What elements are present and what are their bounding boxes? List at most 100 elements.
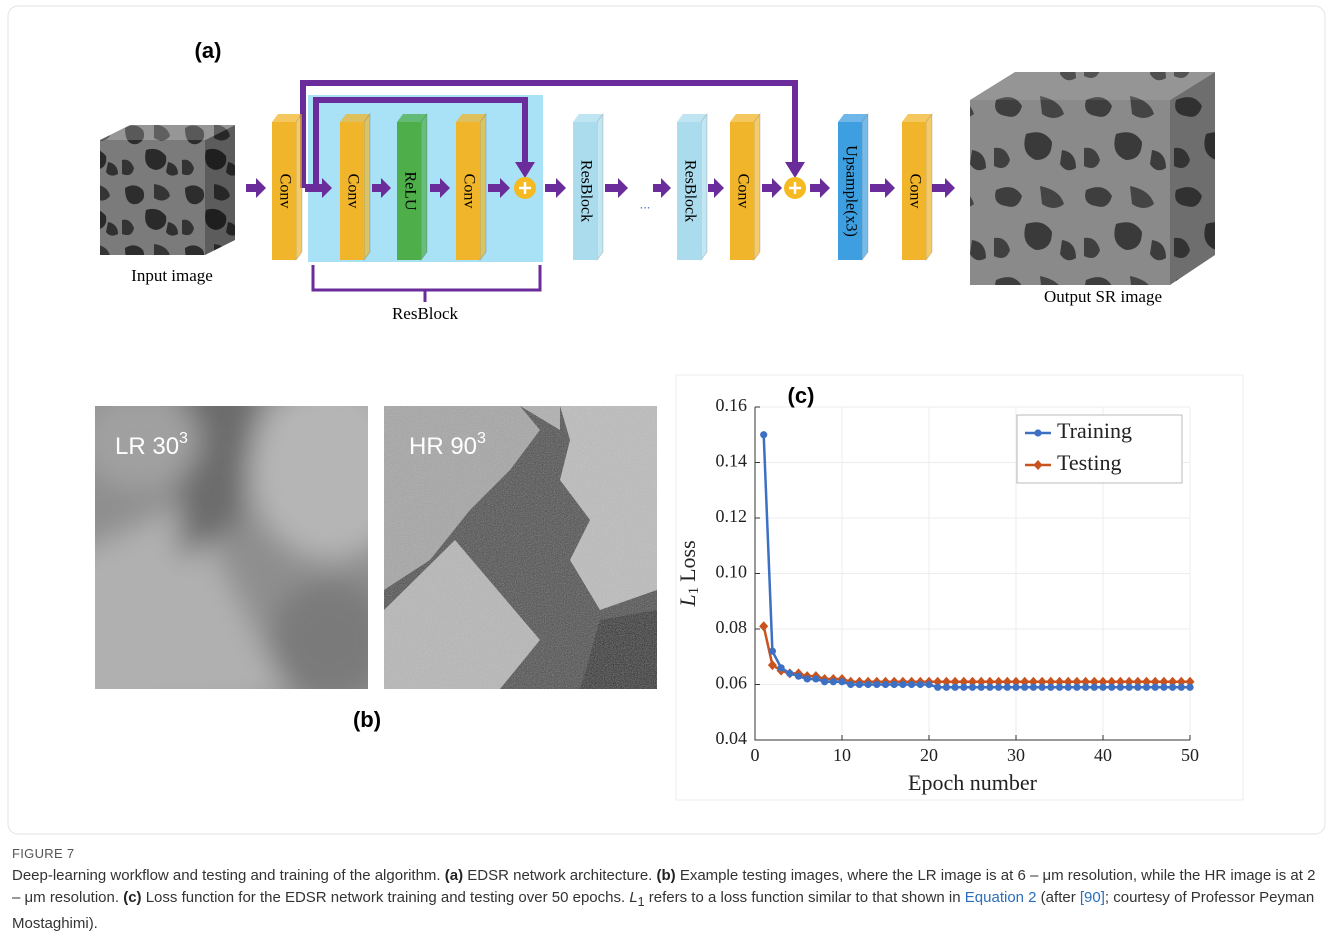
block-side — [754, 114, 760, 260]
arrow-head — [785, 162, 805, 178]
marker — [1152, 684, 1159, 691]
y-axis-subscript: 1 — [686, 587, 702, 595]
x-tick-label: 0 — [751, 745, 760, 765]
marker — [943, 684, 950, 691]
marker — [899, 681, 906, 688]
y-tick-label: 0.04 — [716, 728, 748, 748]
marker — [952, 684, 959, 691]
hr-label-sup: 3 — [477, 430, 486, 447]
arrow — [870, 178, 895, 198]
chart-title: (c) — [788, 383, 815, 408]
arrow — [545, 178, 566, 198]
block-label: Conv — [344, 174, 361, 209]
block-side — [597, 114, 603, 260]
arrow — [810, 178, 830, 198]
marker — [812, 675, 819, 682]
arrow — [246, 178, 266, 198]
y-axis-title: L1 Loss — [675, 540, 702, 607]
x-tick-label: 10 — [833, 745, 851, 765]
marker — [1047, 684, 1054, 691]
block-side — [296, 114, 302, 260]
marker — [1126, 684, 1133, 691]
marker — [769, 648, 776, 655]
marker — [778, 664, 785, 671]
marker — [960, 684, 967, 691]
marker — [986, 684, 993, 691]
bracket-label: ResBlock — [392, 304, 459, 323]
bracket — [313, 265, 540, 302]
marker — [1186, 684, 1193, 691]
arrow — [653, 178, 671, 198]
marker — [978, 684, 985, 691]
caption-label: FIGURE 7 — [12, 846, 1324, 861]
caption-link[interactable]: Equation 2 — [965, 889, 1037, 906]
block-label: ResBlock — [681, 160, 698, 222]
caption-part: (c) — [123, 889, 141, 906]
lr-label: LR 303 — [115, 430, 188, 460]
caption-part: Deep-learning workflow and testing and t… — [12, 867, 445, 884]
marker — [1134, 684, 1141, 691]
marker — [1073, 684, 1080, 691]
arrow — [932, 178, 955, 198]
y-axis-symbol: L — [675, 594, 700, 607]
y-tick-label: 0.06 — [716, 673, 748, 693]
marker — [847, 681, 854, 688]
marker — [1012, 684, 1019, 691]
block-label: ReLU — [401, 171, 418, 211]
caption-part: Loss function for the EDSR network train… — [142, 889, 630, 906]
legend-label: Training — [1057, 418, 1132, 443]
marker — [873, 681, 880, 688]
marker — [830, 678, 837, 685]
block-label: Conv — [276, 174, 293, 209]
block-label: Conv — [460, 174, 477, 209]
marker — [1065, 684, 1072, 691]
marker — [1099, 684, 1106, 691]
input-cube — [100, 125, 235, 255]
marker — [1178, 684, 1185, 691]
marker — [865, 681, 872, 688]
caption: FIGURE 7 Deep-learning workflow and test… — [12, 846, 1324, 935]
block-side — [926, 114, 932, 260]
hr-label-text: HR 90 — [409, 433, 477, 460]
figure: (a) ResBlock Conv Conv ReLU Conv ResBlock Res… — [0, 0, 1333, 840]
panel-label: (a) — [195, 38, 222, 63]
marker — [1108, 684, 1115, 691]
marker — [1021, 684, 1028, 691]
caption-part: (after — [1037, 889, 1080, 906]
block-label: Upsample(x3) — [842, 145, 859, 237]
caption-part: (b) — [657, 867, 676, 884]
marker — [1091, 684, 1098, 691]
block-label: ResBlock — [577, 160, 594, 222]
arrow — [708, 178, 724, 198]
caption-link[interactable]: [90] — [1080, 889, 1105, 906]
block-label: Conv — [906, 174, 923, 209]
marker — [786, 670, 793, 677]
y-tick-label: 0.08 — [716, 617, 748, 637]
panel-label: (b) — [353, 707, 381, 732]
marker — [1039, 684, 1046, 691]
legend-label: Testing — [1057, 450, 1121, 475]
block-label: Conv — [734, 174, 751, 209]
arrow — [762, 178, 782, 198]
x-tick-label: 40 — [1094, 745, 1112, 765]
caption-part: EDSR network architecture. — [463, 867, 656, 884]
marker — [795, 673, 802, 680]
lr-label-text: LR 30 — [115, 433, 179, 460]
caption-part: (a) — [445, 867, 463, 884]
lr-label-sup: 3 — [179, 430, 188, 447]
block-side — [480, 114, 486, 260]
marker — [1160, 684, 1167, 691]
output-label: Output SR image — [1044, 287, 1162, 306]
y-tick-label: 0.12 — [716, 506, 748, 526]
marker — [891, 681, 898, 688]
marker — [760, 431, 767, 438]
caption-part: L — [629, 889, 637, 906]
block-side — [701, 114, 707, 260]
marker — [925, 681, 932, 688]
arrow — [605, 178, 628, 198]
marker — [1030, 684, 1037, 691]
marker — [1117, 684, 1124, 691]
y-axis-text: Loss — [675, 540, 700, 582]
marker — [1169, 684, 1176, 691]
y-tick-label: 0.16 — [716, 395, 748, 415]
